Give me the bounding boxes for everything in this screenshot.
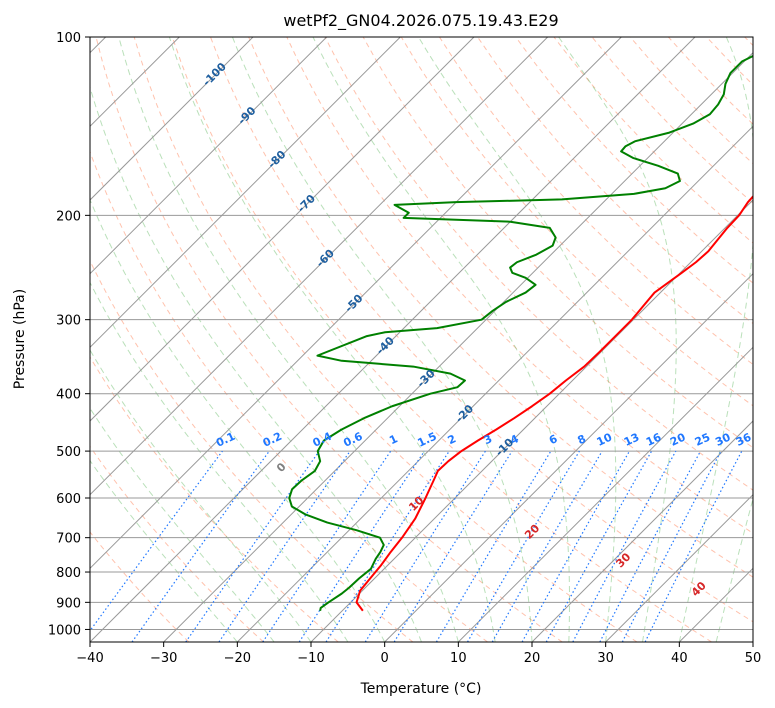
mixing-ratio-lines [90,450,743,642]
mixing-ratio-line [185,450,320,642]
isotherm-line [310,199,753,642]
y-tick-label: 100 [56,31,81,46]
mixing-ratio-label: 30 [713,430,733,448]
y-axis: 100 200 300 400 500 600 700 800 900 1000 [48,31,90,638]
x-tick-label: −20 [224,651,251,666]
moist-adiabat-line [231,37,533,642]
dry-adiabat-line [439,37,753,366]
y-tick-label: 500 [56,445,81,460]
mixing-ratio-line [325,450,450,642]
isotherm-line [163,51,753,642]
moist-adiabat-line [90,198,386,642]
moist-adiabat-line [558,37,677,642]
dry-adiabat-line [90,356,339,642]
dry-adiabat-line [515,37,753,284]
mixing-ratio-line [545,450,653,642]
plot-area: 0.1 0.2 0.4 0.6 1 1.5 2 3 4 6 8 10 13 16 20 25 30 36-100-… [90,37,754,642]
dry-adiabat-line [90,150,488,642]
x-tick-label: 30 [597,651,614,666]
moist-adiabat-line [168,37,496,642]
y-tick-label: 900 [56,596,81,611]
dry-adiabat-line [248,37,753,578]
plot-frame [89,36,754,643]
mixing-ratio-line [298,450,425,642]
moist-adiabat-line [90,459,238,642]
moist-adiabat-line [715,497,753,642]
dry-adiabat-line [95,37,563,642]
x-axis: −40 −30 −20 −10 0 10 20 30 40 50 [76,642,761,666]
x-tick-label: 0 [381,651,389,666]
moist-adiabat-line [418,37,617,642]
pressure-gridlines [90,37,753,630]
mixing-ratio-label: 20 [668,430,688,448]
moist-adiabat-line [678,37,753,642]
isotherm-line [605,493,753,642]
y-tick-label: 400 [56,388,81,403]
y-tick-label: 600 [56,492,81,507]
x-tick-label: 50 [745,651,762,666]
mixing-ratio-line [218,450,351,642]
isotherm-line [457,346,753,642]
mixing-ratio-line [262,450,392,642]
isotherm-line [90,37,328,275]
dry-adiabat-line [171,37,712,642]
isotherm-line [531,420,753,642]
isotherm-line [90,37,549,496]
isotherm-line [90,37,696,642]
dewpoint-profile-line [288,54,753,611]
moist-adiabat-line [90,281,349,642]
isotherm-line [90,37,254,201]
isotherm-line [384,272,753,642]
x-axis-label: Temperature (°C) [360,681,482,697]
mixing-ratio-line [393,450,513,642]
moist-adiabat-line [90,85,422,642]
y-axis-label: Pressure (hPa) [12,289,28,389]
mixing-ratio-line [90,450,223,632]
mixing-ratio-line [644,450,743,642]
y-tick-label: 1000 [48,623,81,638]
dry-adiabat-line [90,445,264,642]
y-tick-label: 300 [56,314,81,329]
y-tick-label: 800 [56,566,81,581]
x-tick-label: 40 [671,651,688,666]
mixing-ratio-line [131,450,270,642]
x-tick-label: 10 [450,651,467,666]
chart-title: wetPf2_GN04.2026.075.19.43.E29 [283,11,558,31]
dry-adiabat-line [400,37,753,407]
mixing-ratio-line [521,450,631,642]
isotherms [90,37,753,642]
dry-adiabat-line [133,37,638,642]
y-tick-label: 700 [56,532,81,547]
dry-adiabat-line [90,531,190,642]
x-tick-label: −40 [76,651,103,666]
mixing-ratio-label: 13 [622,431,641,449]
isotherm-line [90,37,475,422]
isotherm-line [236,125,753,642]
dry-adiabat-line [210,37,753,623]
mixing-ratio-label: 16 [644,430,664,448]
mixing-ratio-label: 36 [734,430,754,448]
x-tick-label: −10 [297,651,324,666]
mixing-ratio-label: 10 [595,430,615,448]
moist-adiabats [90,37,753,642]
temperature-profile-line [355,194,753,612]
isotherm-line [90,37,401,349]
y-tick-label: 200 [56,209,81,224]
moist-adiabat-line [90,407,275,642]
mixing-ratio-line [572,450,677,642]
sounding-profiles [288,54,753,612]
isotherm-line [90,37,622,570]
x-tick-label: −30 [150,651,177,666]
mixing-ratio-label: 25 [693,431,712,449]
x-tick-label: 20 [524,651,541,666]
